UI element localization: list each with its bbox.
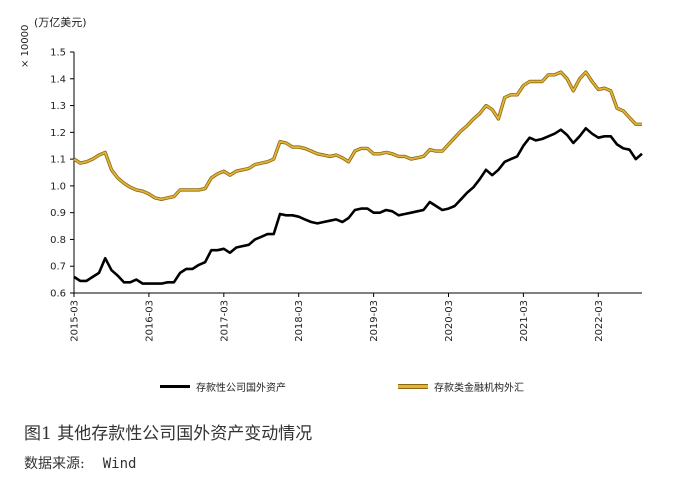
series-2-line-outline [73, 70, 642, 202]
y-tick-label: 1.0 [50, 181, 66, 192]
source-label: 数据来源: [24, 456, 85, 472]
legend-swatch-series-1 [160, 384, 190, 388]
legend-swatch-series-2 [398, 384, 428, 388]
y-tick-label: 1.5 [50, 48, 66, 59]
y-tick-label: 0.7 [50, 262, 66, 273]
x-tick-label: 2017-03 [219, 300, 230, 342]
unit-label: (万亿美元) [34, 16, 87, 29]
x-tick-label: 2020-03 [444, 300, 455, 342]
x-tick-label: 2015-03 [70, 300, 81, 342]
y-tick-label: 1.2 [50, 128, 66, 139]
x-tick-label: 2022-03 [594, 300, 605, 342]
series-lines [73, 70, 643, 285]
legend-item-series-1: 存款性公司国外资产 [160, 378, 286, 394]
x-tick-label: 2021-03 [519, 300, 530, 342]
y-tick-label: 0.8 [50, 235, 66, 246]
y-tick-label: 0.9 [50, 208, 66, 219]
series-1-line [73, 127, 643, 285]
legend-item-series-2: 存款类金融机构外汇 [398, 378, 524, 394]
series-2-line [73, 71, 642, 201]
y-tick-label: 0.6 [50, 289, 66, 300]
data-source: 数据来源: Wind [24, 453, 136, 473]
x-tick-label: 2018-03 [294, 300, 305, 342]
figure-caption: 图1 其他存款性公司国外资产变动情况 [24, 424, 313, 444]
legend-label-series-2: 存款类金融机构外汇 [434, 382, 524, 394]
x-tick-label: 2019-03 [369, 300, 380, 342]
y-axis: 0.6 0.7 0.8 0.9 1.0 1.1 1.2 1.3 1.4 1.5 [50, 48, 75, 300]
x-axis: 2015-03 2016-03 2017-03 2018-03 2019-03 2020-… [70, 292, 642, 342]
y-tick-label: 1.3 [50, 101, 66, 112]
legend-label-series-1: 存款性公司国外资产 [196, 382, 286, 394]
scale-label: × 10000 [20, 24, 31, 68]
source-value: Wind [102, 456, 137, 472]
y-tick-label: 1.4 [50, 74, 66, 85]
x-tick-label: 2016-03 [144, 300, 155, 342]
y-tick-label: 1.1 [50, 155, 66, 166]
